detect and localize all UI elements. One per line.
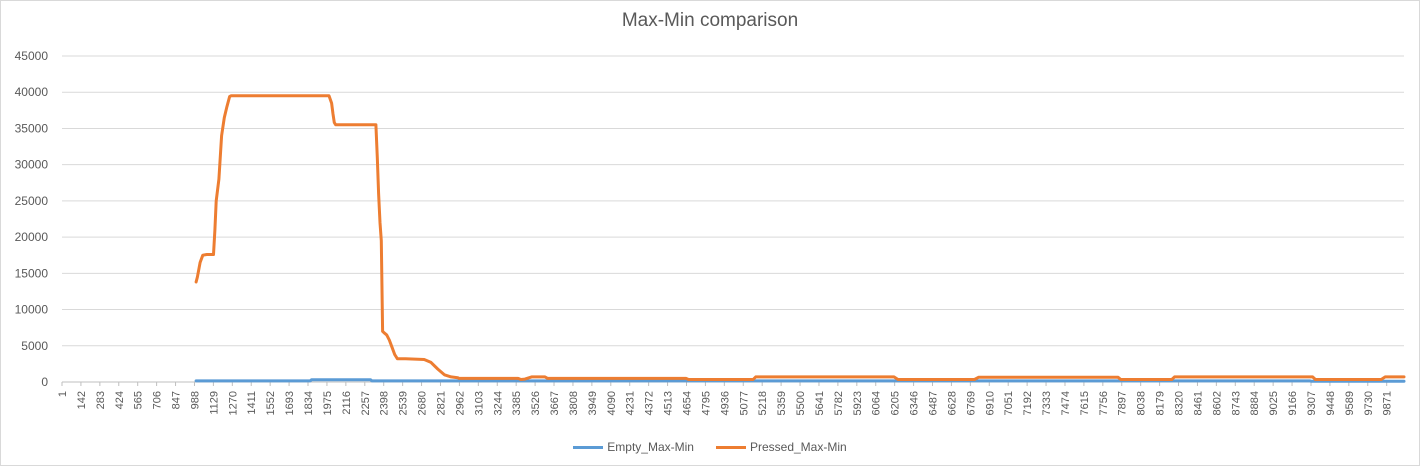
x-tick-label: 1693 bbox=[284, 391, 296, 415]
x-tick-label: 565 bbox=[133, 391, 145, 409]
legend: Empty_Max-Min Pressed_Max-Min bbox=[0, 440, 1420, 454]
x-tick-label: 5500 bbox=[795, 391, 807, 415]
x-tick-label: 424 bbox=[114, 391, 126, 409]
y-tick-label: 0 bbox=[41, 375, 48, 389]
y-tick-label: 35000 bbox=[15, 121, 49, 135]
x-tick-label: 4654 bbox=[681, 391, 693, 415]
x-tick-label: 4090 bbox=[606, 391, 618, 415]
x-tick-label: 9307 bbox=[1306, 391, 1318, 415]
x-tick-label: 1129 bbox=[208, 391, 220, 415]
x-tick-label: 8038 bbox=[1136, 391, 1148, 415]
x-tick-label: 7615 bbox=[1079, 391, 1091, 415]
series-line-pressed bbox=[194, 94, 1406, 381]
legend-swatch-empty bbox=[573, 445, 604, 449]
x-tick-label: 3526 bbox=[530, 391, 542, 415]
x-tick-label: 9871 bbox=[1382, 391, 1394, 415]
x-tick-label: 3949 bbox=[587, 391, 599, 415]
x-tick-label: 7474 bbox=[1060, 391, 1072, 415]
x-tick-label: 5077 bbox=[738, 391, 750, 415]
y-tick-label: 20000 bbox=[15, 230, 49, 244]
x-tick-label: 2962 bbox=[454, 391, 466, 415]
x-tick-label: 3385 bbox=[511, 391, 523, 415]
x-tick-label: 2257 bbox=[360, 391, 372, 415]
chart-title: Max-Min comparison bbox=[621, 10, 799, 31]
x-tick-label: 2539 bbox=[398, 391, 410, 415]
x-tick-label: 4513 bbox=[663, 391, 675, 415]
x-tick-label: 9589 bbox=[1344, 391, 1356, 415]
x-tick-label: 2821 bbox=[435, 391, 447, 415]
x-tick-label: 5782 bbox=[833, 391, 845, 415]
x-tick-label: 3244 bbox=[492, 391, 504, 415]
legend-item-pressed[interactable]: Pressed_Max-Min bbox=[715, 440, 847, 454]
x-axis-labels: 1 142 283 424 565 706 847 988 1129 1270 1411 1552 16… bbox=[57, 382, 1394, 415]
x-tick-label: 7756 bbox=[1098, 391, 1110, 415]
x-tick-label: 1 bbox=[57, 391, 69, 397]
x-tick-label: 5359 bbox=[776, 391, 788, 415]
y-tick-label: 45000 bbox=[15, 49, 49, 63]
x-tick-label: 8320 bbox=[1174, 391, 1186, 415]
x-tick-label: 8743 bbox=[1230, 391, 1242, 415]
y-tick-label: 40000 bbox=[15, 85, 49, 99]
x-tick-label: 6064 bbox=[871, 391, 883, 415]
legend-label-pressed: Pressed_Max-Min bbox=[749, 440, 847, 454]
x-tick-label: 4231 bbox=[625, 391, 637, 415]
x-tick-label: 4372 bbox=[644, 391, 656, 415]
x-tick-label: 2680 bbox=[417, 391, 429, 415]
y-tick-label: 5000 bbox=[21, 339, 48, 353]
x-tick-label: 3667 bbox=[549, 391, 561, 415]
x-tick-label: 988 bbox=[189, 391, 201, 409]
x-tick-label: 6487 bbox=[928, 391, 940, 415]
x-tick-label: 7051 bbox=[1003, 391, 1015, 415]
x-tick-label: 6205 bbox=[890, 391, 902, 415]
x-tick-label: 1270 bbox=[227, 391, 239, 415]
x-tick-label: 5923 bbox=[852, 391, 864, 415]
line-chart: 0 5000 10000 15000 20000 25000 30000 35000 40000… bbox=[15, 49, 1406, 415]
gridlines bbox=[62, 55, 1404, 383]
y-tick-label: 30000 bbox=[15, 158, 49, 172]
x-tick-label: 1552 bbox=[265, 391, 277, 415]
x-tick-label: 1411 bbox=[246, 391, 258, 415]
x-tick-label: 283 bbox=[95, 391, 107, 409]
x-tick-label: 9730 bbox=[1363, 391, 1375, 415]
legend-label-empty: Empty_Max-Min bbox=[607, 440, 694, 454]
x-tick-label: 7897 bbox=[1117, 391, 1129, 415]
x-tick-label: 847 bbox=[171, 391, 183, 409]
x-tick-label: 5641 bbox=[814, 391, 826, 415]
x-tick-label: 2398 bbox=[379, 391, 391, 415]
x-tick-label: 9448 bbox=[1325, 391, 1337, 415]
legend-swatch-pressed bbox=[715, 445, 746, 449]
x-tick-label: 4936 bbox=[719, 391, 731, 415]
x-tick-label: 9166 bbox=[1287, 391, 1299, 415]
y-tick-label: 10000 bbox=[15, 303, 49, 317]
x-tick-label: 6628 bbox=[946, 391, 958, 415]
x-tick-label: 3103 bbox=[473, 391, 485, 415]
y-axis-labels: 0 5000 10000 15000 20000 25000 30000 35000 40000… bbox=[15, 49, 49, 389]
x-tick-label: 6910 bbox=[984, 391, 996, 415]
x-tick-label: 706 bbox=[152, 391, 164, 409]
x-tick-label: 7192 bbox=[1022, 391, 1034, 415]
y-tick-label: 25000 bbox=[15, 194, 49, 208]
x-tick-label: 8179 bbox=[1155, 391, 1167, 415]
x-tick-label: 8602 bbox=[1211, 391, 1223, 415]
x-tick-label: 6769 bbox=[965, 391, 977, 415]
series-lines bbox=[194, 94, 1406, 383]
x-tick-label: 1975 bbox=[322, 391, 334, 415]
x-tick-label: 2116 bbox=[341, 391, 353, 415]
x-tick-label: 4795 bbox=[700, 391, 712, 415]
x-tick-label: 5218 bbox=[757, 391, 769, 415]
series-line-empty bbox=[194, 378, 1406, 383]
x-tick-label: 3808 bbox=[568, 391, 580, 415]
x-tick-label: 1834 bbox=[303, 391, 315, 415]
y-tick-label: 15000 bbox=[15, 266, 49, 280]
x-tick-label: 8884 bbox=[1249, 391, 1261, 415]
x-tick-label: 6346 bbox=[909, 391, 921, 415]
x-tick-label: 7333 bbox=[1041, 391, 1053, 415]
x-tick-label: 9025 bbox=[1268, 391, 1280, 415]
legend-item-empty[interactable]: Empty_Max-Min bbox=[573, 440, 694, 454]
x-tick-label: 142 bbox=[76, 391, 88, 409]
x-tick-label: 8461 bbox=[1192, 391, 1204, 415]
